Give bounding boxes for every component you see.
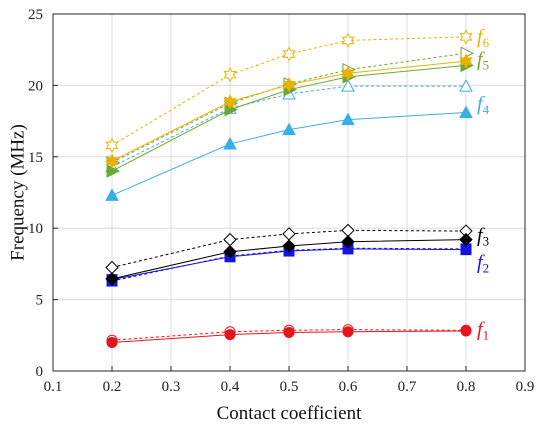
series-f3-solid-point <box>459 232 473 247</box>
series-f6-dashed-point <box>341 32 355 48</box>
series-label-subscript: 5 <box>483 58 490 73</box>
series-f6-dashed-point <box>105 137 119 153</box>
series-layer <box>105 29 475 348</box>
series-f6-solid-point <box>223 94 237 110</box>
series-label-base: f <box>477 319 485 341</box>
series-f3-dashed-point <box>282 227 296 241</box>
x-tick-label: 0.9 <box>516 379 535 395</box>
series-label-base: f <box>477 251 485 273</box>
series-f4-solid-point <box>459 105 473 119</box>
series-f1-solid-point <box>224 329 236 341</box>
series-label-f1: f1 <box>477 319 489 343</box>
x-tick-label: 0.7 <box>398 379 417 395</box>
series-f6-dashed-point <box>223 67 237 83</box>
series-f3-dashed-point <box>105 260 119 275</box>
series-f3-solid-point <box>341 235 355 249</box>
x-tick-label: 0.4 <box>221 379 240 395</box>
series-f6-dashed-point <box>459 29 473 45</box>
series-f4-dashed-point <box>459 79 473 92</box>
series-f3-solid-point <box>282 239 296 253</box>
series-label-base: f <box>477 49 485 71</box>
series-label-base: f <box>477 26 485 48</box>
x-tick-label: 0.2 <box>103 379 122 395</box>
x-tick-label: 0.8 <box>457 379 476 395</box>
series-label-subscript: 4 <box>483 102 490 117</box>
series-f4-solid-point <box>282 122 296 136</box>
grid <box>52 13 526 372</box>
series-f1-solid-point <box>283 326 295 338</box>
series-label-f2: f2 <box>477 251 489 275</box>
series-f6-solid-point <box>105 153 119 169</box>
series-f6-solid-point <box>282 77 296 93</box>
series-f4-solid-point <box>341 112 355 126</box>
y-tick-label: 15 <box>28 150 43 166</box>
series-f1 <box>106 324 472 348</box>
series-f1-solid-point <box>106 336 118 348</box>
series-f6-dashed-point <box>282 46 296 62</box>
y-tick-label: 5 <box>36 293 44 309</box>
series-f6 <box>105 29 473 169</box>
series-label-subscript: 1 <box>483 328 490 343</box>
x-tick-label: 0.5 <box>280 379 299 395</box>
series-f1-solid-point <box>460 325 472 337</box>
y-tick-label: 25 <box>28 7 43 23</box>
series-f5 <box>106 46 475 178</box>
series-f4-dashed-point <box>341 79 355 92</box>
y-tick-label: 10 <box>28 221 43 237</box>
series-f3-dashed-point <box>223 232 237 247</box>
series-label-base: f <box>477 224 485 246</box>
series-f1-solid-point <box>342 326 354 338</box>
series-f3-dashed-point <box>341 223 355 238</box>
series-label-subscript: 2 <box>483 260 490 275</box>
series-f5-solid-point <box>106 164 121 178</box>
series-f4-solid-point <box>105 188 119 201</box>
series-label-f4: f4 <box>477 93 490 117</box>
series-f3-solid-point <box>223 245 237 259</box>
x-tick-label: 0.1 <box>44 379 63 395</box>
series-label-base: f <box>477 93 485 115</box>
series-f6-solid-point <box>459 53 473 69</box>
series-f6-solid-point <box>341 65 355 81</box>
series-label-subscript: 6 <box>483 35 490 50</box>
series-f3 <box>105 223 473 286</box>
x-tick-label: 0.3 <box>162 379 181 395</box>
y-axis-title: Frequency (MHz) <box>7 124 28 261</box>
series-label-f5: f5 <box>477 49 489 73</box>
series-f3-solid-point <box>105 272 119 286</box>
series-f4-solid-point <box>223 136 237 150</box>
y-tick-label: 20 <box>28 78 43 94</box>
y-tick-label: 0 <box>36 364 44 380</box>
series-label-subscript: 3 <box>483 233 490 248</box>
x-axis-title: Contact coefficient <box>217 403 362 424</box>
series-label-f6: f6 <box>477 26 490 50</box>
series-label-f3: f3 <box>477 224 489 248</box>
x-tick-label: 0.6 <box>339 379 358 395</box>
